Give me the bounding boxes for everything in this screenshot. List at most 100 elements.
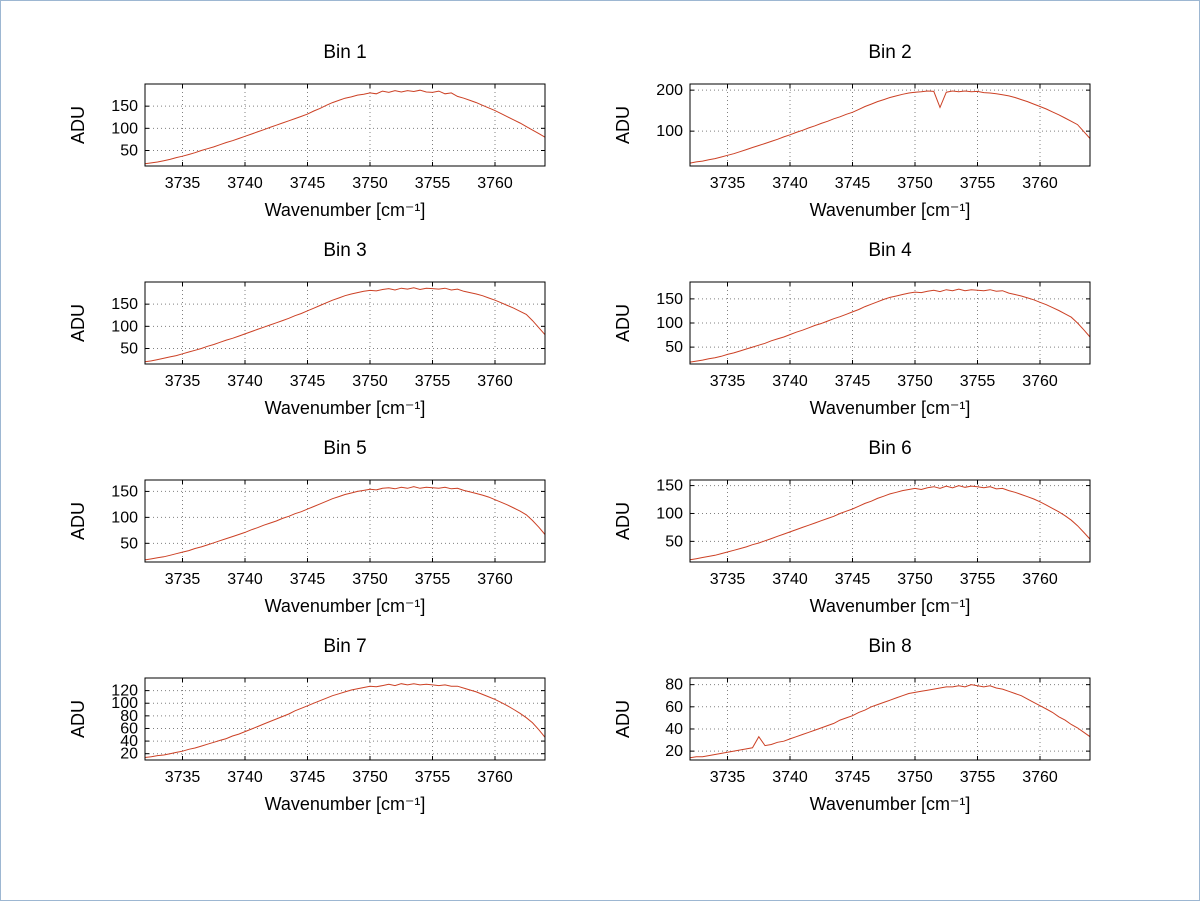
y-tick-label: 50 — [120, 340, 138, 357]
x-tick-label: 3755 — [415, 571, 451, 588]
x-axis-label: Wavenumber [cm⁻¹] — [810, 596, 971, 616]
x-tick-label: 3760 — [1022, 373, 1058, 390]
x-tick-label: 3760 — [1022, 571, 1058, 588]
spectrum-line — [144, 486, 546, 561]
y-tick-label: 150 — [656, 478, 683, 495]
x-tick-label: 3735 — [710, 175, 746, 192]
x-tick-label: 3740 — [772, 175, 808, 192]
y-tick-label: 80 — [665, 677, 683, 694]
y-tick-label: 150 — [111, 98, 138, 115]
x-tick-label: 3755 — [415, 175, 451, 192]
x-tick-label: 3750 — [352, 175, 388, 192]
x-tick-label: 3760 — [1022, 175, 1058, 192]
y-tick-label: 50 — [120, 142, 138, 159]
x-tick-label: 3760 — [477, 175, 513, 192]
x-axis-label: Wavenumber [cm⁻¹] — [265, 596, 426, 616]
plot-canvas: Bin 8 20 40 60 80 3735 3740 3745 3750 3755 3760 Wav… — [613, 636, 1091, 814]
subplot-bin-1: Bin 1 50 100 150 3735 3740 3745 3750 3755 3760 Wav… — [40, 38, 570, 234]
plot-canvas: Bin 4 50 100 150 3735 3740 3745 3750 3755 3760 Wav… — [613, 240, 1091, 418]
subplot-bin-7: Bin 7 20 40 60 80 100 120 3735 3740 3745 3750 3755 3… — [40, 632, 570, 828]
x-tick-label: 3750 — [897, 769, 933, 786]
x-tick-label: 3750 — [897, 175, 933, 192]
y-tick-label: 100 — [656, 123, 683, 140]
x-tick-label: 3745 — [835, 175, 871, 192]
x-tick-label: 3745 — [835, 373, 871, 390]
x-tick-label: 3740 — [227, 373, 263, 390]
y-axis-label: ADU — [68, 106, 88, 144]
y-tick-label: 50 — [665, 339, 683, 356]
x-tick-label: 3735 — [710, 769, 746, 786]
subplot-bin-3: Bin 3 50 100 150 3735 3740 3745 3750 3755 3760 Wav… — [40, 236, 570, 432]
x-tick-label: 3735 — [165, 373, 201, 390]
y-tick-label: 150 — [111, 296, 138, 313]
y-tick-label: 120 — [111, 683, 138, 700]
figure-canvas: Bin 1 50 100 150 3735 3740 3745 3750 3755 3760 Wav… — [40, 38, 1115, 830]
y-tick-label: 50 — [120, 535, 138, 552]
y-axis-label: ADU — [613, 106, 633, 144]
y-tick-label: 20 — [665, 743, 683, 760]
x-tick-label: 3740 — [227, 769, 263, 786]
subplot-bin-6: Bin 6 50 100 150 3735 3740 3745 3750 3755 3760 Wav… — [585, 434, 1115, 630]
subplot-title: Bin 2 — [868, 42, 911, 63]
x-tick-label: 3755 — [960, 373, 996, 390]
x-tick-label: 3745 — [835, 571, 871, 588]
y-axis-label: ADU — [613, 502, 633, 540]
x-tick-label: 3745 — [290, 769, 326, 786]
y-tick-label: 150 — [656, 291, 683, 308]
x-tick-label: 3760 — [477, 571, 513, 588]
subplot-title: Bin 4 — [868, 240, 912, 261]
y-axis-label: ADU — [613, 700, 633, 738]
x-tick-label: 3750 — [897, 373, 933, 390]
axis-box — [689, 677, 1091, 761]
x-tick-label: 3760 — [477, 769, 513, 786]
x-axis-label: Wavenumber [cm⁻¹] — [810, 398, 971, 418]
x-axis-label: Wavenumber [cm⁻¹] — [810, 794, 971, 814]
y-tick-label: 200 — [656, 82, 683, 99]
plot-canvas: Bin 1 50 100 150 3735 3740 3745 3750 3755 3760 Wav… — [68, 42, 546, 220]
x-tick-label: 3740 — [772, 571, 808, 588]
y-axis-label: ADU — [68, 304, 88, 342]
y-tick-label: 20 — [120, 746, 138, 763]
x-tick-label: 3735 — [165, 769, 201, 786]
axis-box — [689, 479, 1091, 563]
x-tick-label: 3750 — [897, 571, 933, 588]
x-tick-label: 3750 — [352, 571, 388, 588]
plot-canvas: Bin 5 50 100 150 3735 3740 3745 3750 3755 3760 Wav… — [68, 438, 546, 616]
y-tick-label: 40 — [120, 733, 138, 750]
subplot-title: Bin 1 — [323, 42, 366, 63]
y-tick-label: 50 — [665, 533, 683, 550]
y-tick-label: 60 — [665, 699, 683, 716]
y-tick-label: 60 — [120, 720, 138, 737]
plot-canvas: Bin 6 50 100 150 3735 3740 3745 3750 3755 3760 Wav… — [613, 438, 1091, 616]
x-tick-label: 3735 — [710, 571, 746, 588]
x-tick-label: 3755 — [960, 175, 996, 192]
plot-canvas: Bin 2 100 200 3735 3740 3745 3750 3755 3760 Waven… — [613, 42, 1091, 220]
y-tick-label: 150 — [111, 483, 138, 500]
subplot-bin-2: Bin 2 100 200 3735 3740 3745 3750 3755 3760 Waven… — [585, 38, 1115, 234]
y-axis-label: ADU — [68, 700, 88, 738]
subplot-title: Bin 7 — [323, 636, 366, 657]
subplot-title: Bin 8 — [868, 636, 911, 657]
x-tick-label: 3755 — [415, 373, 451, 390]
x-tick-label: 3750 — [352, 769, 388, 786]
x-tick-label: 3745 — [290, 373, 326, 390]
y-tick-label: 100 — [656, 505, 683, 522]
x-tick-label: 3755 — [415, 769, 451, 786]
spectrum-line — [689, 684, 1091, 759]
x-axis-label: Wavenumber [cm⁻¹] — [265, 200, 426, 220]
axis-box — [144, 83, 546, 167]
x-tick-label: 3740 — [227, 571, 263, 588]
x-tick-label: 3760 — [1022, 769, 1058, 786]
axis-box — [144, 479, 546, 563]
subplot-title: Bin 3 — [323, 240, 366, 261]
spectrum-line — [689, 90, 1091, 164]
axis-box — [689, 83, 1091, 167]
y-axis-label: ADU — [613, 304, 633, 342]
subplot-title: Bin 6 — [868, 438, 911, 459]
subplot-title: Bin 5 — [323, 438, 366, 459]
x-axis-label: Wavenumber [cm⁻¹] — [810, 200, 971, 220]
subplot-bin-8: Bin 8 20 40 60 80 3735 3740 3745 3750 3755 3760 Wav… — [585, 632, 1115, 828]
x-tick-label: 3735 — [165, 571, 201, 588]
x-tick-label: 3745 — [290, 175, 326, 192]
